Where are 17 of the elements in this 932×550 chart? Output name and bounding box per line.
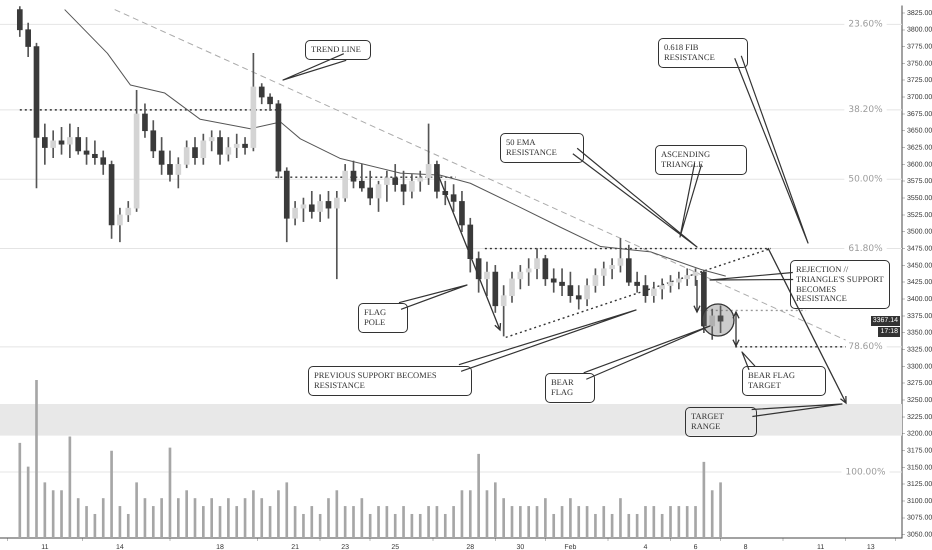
annotation: PREVIOUS SUPPORT BECOMES RESISTANCE <box>308 366 472 396</box>
annotation: ASCENDING TRIANGLE <box>655 145 747 175</box>
annotation: 50 EMA RESISTANCE <box>500 133 584 163</box>
annotation: 78.60% <box>848 342 884 352</box>
text: TARGET <box>748 380 781 390</box>
annotation: 61.80% <box>848 244 884 254</box>
annotation: 0.618 FIB RESISTANCE <box>658 38 748 68</box>
annotation: 50.00% <box>848 174 884 185</box>
annotation: REJECTION // TRIANGLE'S SUPPORT BECOMES RESISTANCE <box>790 260 890 310</box>
annotation: TARGET RANGE <box>685 407 757 437</box>
text: BEAR FLAG <box>551 377 574 397</box>
annotation: 23.60% <box>848 20 884 30</box>
annotation: 100.00% <box>845 467 886 478</box>
annotation: FLAG POLE <box>358 303 408 333</box>
annotation: BEAR FLAG <box>748 370 795 380</box>
annotation: TREND LINE <box>305 40 371 60</box>
annotation: 38.20% <box>848 105 884 116</box>
